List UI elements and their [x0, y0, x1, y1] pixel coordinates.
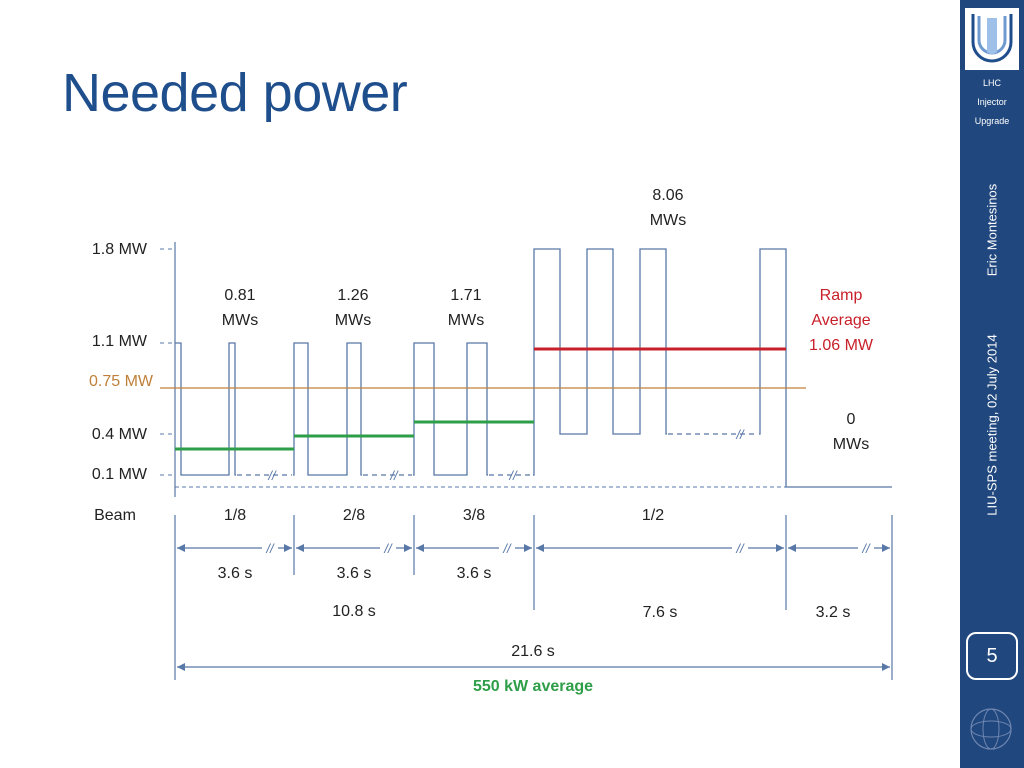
- y-ticks: [160, 248, 176, 476]
- fraction-label: 1/2: [642, 507, 664, 524]
- logo-text-line: Injector: [977, 97, 1007, 107]
- injection-step-averages: [175, 420, 534, 451]
- ramp-label: Ramp: [820, 287, 863, 304]
- break-mark: //: [267, 468, 277, 483]
- duration-label: 3.6 s: [457, 565, 492, 582]
- y-label-0.1: 0.1 MW: [92, 466, 148, 483]
- liu-logo-icon: [971, 14, 1013, 63]
- break-mark: //: [265, 541, 275, 556]
- energy-label: 0.81: [224, 287, 255, 304]
- average-label: 550 kW average: [473, 678, 593, 695]
- power-diagram: // // // // 1.8 MW 1.1 MW 0.4 MW 0.1 MW …: [89, 187, 893, 695]
- energy-label: 1.71: [450, 287, 481, 304]
- duration-label: 10.8 s: [332, 603, 376, 620]
- energy-label: 0: [847, 411, 856, 428]
- break-mark: //: [861, 541, 871, 556]
- energy-unit: MWs: [833, 436, 869, 453]
- duration-label: 21.6 s: [511, 643, 555, 660]
- fraction-label: 3/8: [463, 507, 485, 524]
- y-label-0.4: 0.4 MW: [92, 426, 148, 443]
- timeline-boundaries: [174, 515, 893, 680]
- duration-label: 3.6 s: [218, 565, 253, 582]
- y-label-1.8: 1.8 MW: [92, 241, 148, 258]
- liu-logo: [965, 8, 1019, 70]
- trace-break-dashes: [237, 433, 758, 476]
- meeting-label: LIU-SPS meeting, 02 July 2014: [984, 334, 1000, 516]
- page-number: 5: [966, 632, 1018, 680]
- y-label-0.75: 0.75 MW: [89, 373, 154, 390]
- duration-label: 3.2 s: [816, 604, 851, 621]
- break-mark: //: [383, 541, 393, 556]
- duration-label: 7.6 s: [643, 604, 678, 621]
- energy-unit: MWs: [448, 312, 484, 329]
- break-mark: //: [735, 427, 745, 442]
- break-mark: //: [389, 468, 399, 483]
- break-mark: //: [502, 541, 512, 556]
- logo-text-line: LHC: [982, 78, 1001, 88]
- break-mark: //: [508, 468, 518, 483]
- cern-logo-icon: [970, 708, 1012, 750]
- author-label: Eric Montesinos: [984, 183, 1000, 277]
- power-trace: [175, 248, 892, 488]
- trace-break-marks: // // // //: [267, 427, 745, 483]
- logo-text-line: Upgrade: [974, 116, 1010, 126]
- y-label-1.1: 1.1 MW: [92, 333, 148, 350]
- ramp-label: 1.06 MW: [809, 337, 874, 354]
- energy-label: 1.26: [337, 287, 368, 304]
- energy-label: 8.06: [652, 187, 683, 204]
- energy-unit: MWs: [650, 212, 686, 229]
- energy-unit: MWs: [335, 312, 371, 329]
- beam-label: Beam: [94, 507, 136, 524]
- duration-label: 3.6 s: [337, 565, 372, 582]
- arrow-heads: [177, 544, 890, 671]
- ramp-label: Average: [811, 312, 870, 329]
- break-mark: //: [735, 541, 745, 556]
- slide-title: Needed power: [62, 63, 408, 123]
- fraction-label: 2/8: [343, 507, 365, 524]
- energy-unit: MWs: [222, 312, 258, 329]
- fraction-label: 1/8: [224, 507, 246, 524]
